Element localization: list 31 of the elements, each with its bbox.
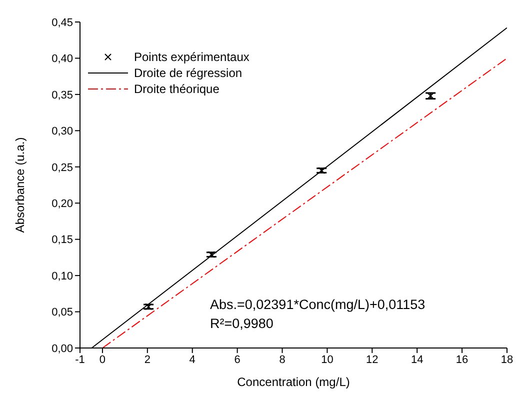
x-tick-label: -1: [75, 354, 85, 366]
x-tick-label: 12: [366, 354, 378, 366]
x-tick-label: 14: [410, 354, 424, 366]
annotation: R²=0,9980: [210, 315, 274, 333]
y-tick-label: 0,40: [52, 53, 73, 66]
y-tick-label: 0,45: [52, 16, 73, 29]
x-tick-label: 4: [189, 354, 196, 366]
y-axis-title: Absorbance (u.a.): [13, 137, 27, 233]
legend-label: Droite théorique: [134, 82, 220, 96]
legend-label: Points expérimentaux: [134, 50, 250, 64]
point: [208, 251, 215, 258]
legend-label: Droite de régression: [134, 66, 242, 80]
x-axis-title: Concentration (mg/L): [237, 375, 350, 389]
x-tick-label: 0: [99, 354, 106, 366]
x-tick-label: 18: [500, 354, 514, 366]
x-tick-label: 8: [279, 354, 286, 366]
annotation: Abs.=0,02391*Conc(mg/L)+0,01153: [210, 296, 426, 314]
y-tick-label: 0,20: [52, 198, 73, 210]
y-tick-label: 0,25: [52, 162, 73, 174]
x-tick-label: 10: [321, 354, 334, 366]
x-tick-label: 2: [144, 354, 150, 366]
y-tick-label: 0,35: [52, 89, 73, 102]
y-tick-label: 0,30: [52, 126, 73, 138]
y-tick-label: 0,05: [52, 306, 73, 319]
x-tick-label: 6: [234, 354, 240, 366]
point: [318, 167, 326, 174]
point: [145, 303, 152, 310]
y-tick-label: 0,15: [52, 234, 73, 246]
x-tick-label: 16: [456, 354, 468, 366]
y-tick-label: 0,00: [52, 342, 73, 355]
y-tick-label: 0,10: [52, 270, 73, 282]
